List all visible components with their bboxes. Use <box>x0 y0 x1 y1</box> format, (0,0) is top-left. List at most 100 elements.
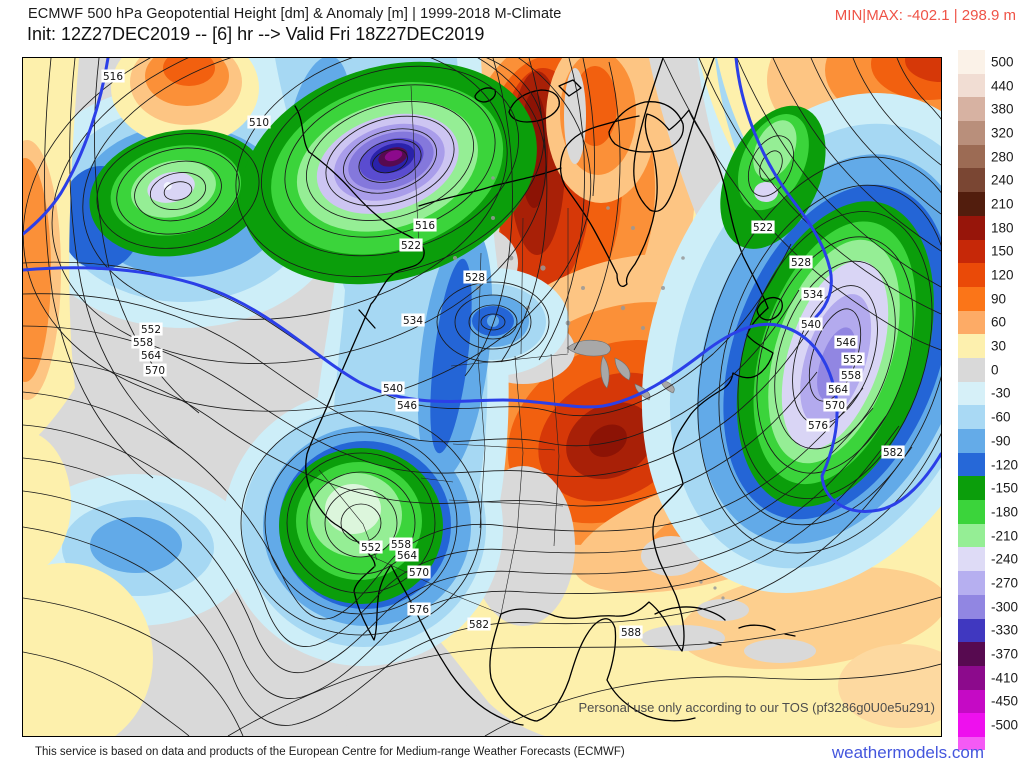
contour-label-box <box>413 218 437 232</box>
colorbar-swatch <box>958 618 985 643</box>
contour-label: 558 <box>133 337 153 349</box>
colorbar-label: -410 <box>991 670 1019 686</box>
contour-label-box <box>381 381 405 395</box>
colorbar-label: 240 <box>991 172 1014 188</box>
colorbar-label: -300 <box>991 599 1019 615</box>
contour-label: 582 <box>469 619 489 631</box>
contour-label: 582 <box>883 447 903 459</box>
colorbar-swatch <box>958 405 985 429</box>
blue-540-contour <box>23 58 941 513</box>
colorbar-row: -370 <box>958 642 1024 666</box>
colorbar-label: -370 <box>991 646 1019 662</box>
contour-label-box <box>467 617 491 631</box>
colorbar-row: -500 <box>958 713 1024 737</box>
contour-label: 546 <box>836 337 856 349</box>
colorbar-label: 150 <box>991 243 1014 259</box>
contour-label-box <box>841 352 865 366</box>
colorbar-label: -330 <box>991 622 1019 638</box>
colorbar-swatch <box>958 381 985 406</box>
contour-label-box <box>247 115 271 129</box>
colorbar-row: 120 <box>958 263 1024 287</box>
colorbar-swatch <box>958 547 985 572</box>
contour-label-box <box>359 540 383 554</box>
contour-label-box <box>799 317 823 331</box>
contour-label-box <box>839 368 863 382</box>
contour-label: 552 <box>141 324 161 336</box>
init-valid-subtitle: Init: 12Z27DEC2019 -- [6] hr --> Valid F… <box>27 24 485 44</box>
contour-label-box <box>881 445 905 459</box>
contour-label: 546 <box>397 400 417 412</box>
colorbar-label: 280 <box>991 149 1014 165</box>
colorbar-label: 380 <box>991 101 1014 117</box>
colorbar-row: -90 <box>958 429 1024 453</box>
contour-label-box <box>401 313 425 327</box>
colorbar-label: -180 <box>991 504 1019 520</box>
lakes <box>566 339 675 401</box>
contour-label: 540 <box>383 383 403 395</box>
colorbar-row: 210 <box>958 192 1024 216</box>
contour-label-box <box>751 220 775 234</box>
colorbar-row: 500 <box>958 50 1024 74</box>
contour-label-box <box>395 548 419 562</box>
contour-label: 564 <box>397 550 417 562</box>
contour-label: 558 <box>841 370 861 382</box>
colorbar-label: 60 <box>991 314 1007 330</box>
colorbar-swatch <box>958 476 985 501</box>
colorbar-swatch <box>958 452 985 477</box>
colorbar-swatch <box>958 357 985 382</box>
colorbar-swatch <box>958 215 985 240</box>
colorbar-swatch <box>958 713 985 737</box>
negative-anomaly-cores <box>89 61 934 604</box>
contour-label: 528 <box>465 272 485 284</box>
colorbar-swatch <box>958 239 985 264</box>
contour-lines <box>23 58 941 736</box>
colorbar-row: -60 <box>958 405 1024 429</box>
colorbar-swatch <box>958 50 985 74</box>
colorbar-bottom-cap <box>958 736 985 750</box>
colorbar-swatch <box>958 594 985 619</box>
contour-label: 534 <box>803 289 823 301</box>
colorbar-swatch <box>958 689 985 714</box>
colorbar-row: -180 <box>958 500 1024 524</box>
colorbar-swatch <box>958 429 985 453</box>
colorbar-row: -300 <box>958 594 1024 619</box>
colorbar-row: -210 <box>958 523 1024 548</box>
contour-label: 522 <box>401 240 421 252</box>
colorbar-label: 90 <box>991 291 1007 307</box>
contour-label-box <box>395 398 419 412</box>
colorbar-label: 0 <box>991 362 999 378</box>
contour-label: 558 <box>391 539 411 551</box>
brand-link[interactable]: weathermodels.com <box>831 743 984 762</box>
contour-label-box <box>826 382 850 396</box>
colorbar-swatch <box>958 500 985 524</box>
colorbar-row: 90 <box>958 286 1024 311</box>
anomaly-colorbar: 500 440 380 320 280 240 210 180 150 120 90 60 30 0 -30… <box>958 50 1024 750</box>
contour-label: 552 <box>843 354 863 366</box>
colorbar-label: 500 <box>991 54 1014 70</box>
contour-label-box <box>407 565 431 579</box>
contour-label: 528 <box>791 257 811 269</box>
colorbar-label: -210 <box>991 528 1019 544</box>
colorbar-label: -120 <box>991 457 1019 473</box>
contour-label-box <box>806 418 830 432</box>
colorbar-label: -450 <box>991 693 1019 709</box>
contour-label-box <box>823 398 847 412</box>
contour-label-box <box>139 322 163 336</box>
colorbar-row: 180 <box>958 215 1024 240</box>
contour-label: 552 <box>361 542 381 554</box>
colorbar-row: 30 <box>958 334 1024 358</box>
colorbar-row: -240 <box>958 547 1024 572</box>
colorbar-swatch <box>958 73 985 98</box>
colorbar-swatch <box>958 571 985 595</box>
colorbar-label: 440 <box>991 78 1014 94</box>
colorbar-row: -410 <box>958 665 1024 690</box>
contour-label: 570 <box>409 567 429 579</box>
contour-label-box <box>801 287 825 301</box>
contour-label-box <box>399 238 423 252</box>
map-watermark: Personal use only according to our TOS (… <box>578 700 935 715</box>
colorbar-swatch <box>958 263 985 287</box>
contour-label: 588 <box>621 627 641 639</box>
contour-label: 510 <box>249 117 269 129</box>
contour-label: 570 <box>825 400 845 412</box>
